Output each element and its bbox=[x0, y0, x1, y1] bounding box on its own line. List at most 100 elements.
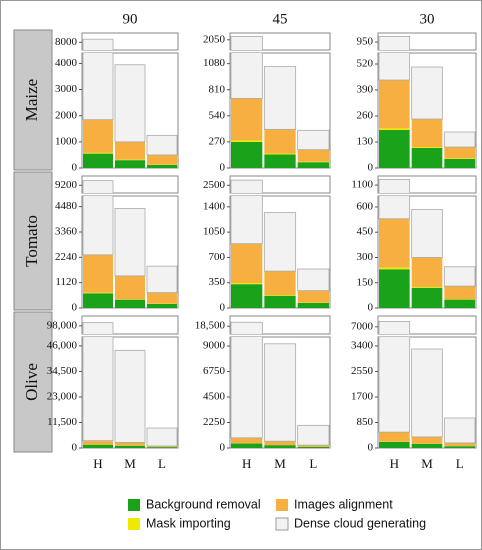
bar-segment bbox=[146, 134, 178, 156]
y-tick-label: 23,000 bbox=[47, 390, 78, 402]
bar-segment bbox=[231, 243, 263, 284]
y-tick-label: 270 bbox=[209, 135, 226, 147]
y-tick-label: 300 bbox=[357, 251, 374, 263]
bar-segment bbox=[379, 130, 410, 168]
bar-segment bbox=[411, 209, 443, 258]
bar-segment bbox=[297, 162, 329, 168]
bars bbox=[378, 53, 476, 168]
y-tick-label: 4500 bbox=[203, 391, 226, 403]
bar-segment bbox=[297, 290, 329, 303]
y-tick-label: 520 bbox=[357, 58, 374, 70]
bar-segment bbox=[443, 131, 476, 148]
bar-segment bbox=[264, 154, 296, 168]
y-tick-label: 2050 bbox=[203, 33, 226, 45]
bar-segment bbox=[231, 443, 263, 448]
bar-segment bbox=[146, 265, 178, 294]
bar-segment bbox=[230, 196, 263, 245]
y-tick-label: 1400 bbox=[203, 200, 226, 212]
bar-segment bbox=[115, 159, 145, 161]
bar-segment bbox=[411, 287, 443, 308]
y-tick-label: 260 bbox=[357, 110, 374, 122]
bar-segment bbox=[147, 303, 177, 308]
bar-segment bbox=[264, 153, 296, 155]
bar-segment bbox=[379, 128, 410, 130]
bar-segment bbox=[115, 141, 145, 160]
y-tick-label: 98,000 bbox=[47, 319, 78, 331]
bar-segment bbox=[379, 442, 410, 448]
bar-segment bbox=[230, 321, 263, 334]
y-tick-label: 9200 bbox=[55, 179, 78, 191]
bar-segment bbox=[264, 294, 296, 296]
column-header: 90 bbox=[123, 11, 138, 27]
bar-segment bbox=[146, 427, 178, 447]
bar-segment bbox=[412, 450, 443, 453]
x-tick-label: M bbox=[124, 456, 136, 471]
bar-segment bbox=[411, 443, 443, 448]
bar-segment bbox=[297, 129, 330, 151]
bar-segment bbox=[297, 445, 329, 447]
bar-segment bbox=[411, 348, 443, 438]
row-strip bbox=[13, 29, 53, 171]
bar-segment bbox=[443, 266, 476, 287]
legend-swatch bbox=[128, 499, 140, 511]
y-tick-label: 8000 bbox=[55, 36, 78, 48]
bar-segment bbox=[82, 180, 114, 193]
bar-segment bbox=[83, 481, 113, 484]
x-tick-label: L bbox=[309, 456, 317, 471]
y-tick-label: 0 bbox=[368, 442, 374, 454]
y-tick-label: 3000 bbox=[55, 83, 78, 95]
row-label: Olive bbox=[22, 363, 41, 401]
bar-segment bbox=[379, 269, 410, 308]
y-tick-label: 600 bbox=[357, 200, 374, 212]
y-tick-label: 0 bbox=[72, 442, 78, 454]
x-tick-label: M bbox=[421, 456, 433, 471]
column-header: 45 bbox=[273, 11, 288, 27]
bar-segment bbox=[444, 286, 475, 300]
bar-segment bbox=[82, 38, 114, 50]
bar-segment bbox=[444, 450, 475, 452]
y-tick-label: 0 bbox=[72, 162, 78, 174]
bar-segment bbox=[82, 53, 114, 121]
legend-swatch bbox=[276, 499, 288, 511]
y-tick-label: 4000 bbox=[55, 57, 78, 69]
row-strip bbox=[13, 171, 53, 311]
y-tick-label: 1080 bbox=[203, 57, 226, 69]
bar-segment bbox=[378, 320, 411, 334]
bar-segment bbox=[411, 436, 443, 444]
bar-segment bbox=[230, 53, 263, 99]
bar-segment bbox=[443, 417, 476, 444]
bar-segment bbox=[230, 36, 263, 50]
bar-segment bbox=[115, 445, 145, 448]
bar-segment bbox=[231, 437, 263, 444]
bar-segment bbox=[83, 119, 113, 153]
y-tick-label: 850 bbox=[357, 416, 374, 428]
y-tick-label: 3400 bbox=[351, 340, 374, 352]
y-tick-label: 9000 bbox=[203, 340, 226, 352]
bar-segment bbox=[297, 424, 330, 446]
y-tick-label: 810 bbox=[209, 83, 226, 95]
bar-segment bbox=[297, 149, 329, 162]
y-tick-label: 450 bbox=[357, 226, 374, 238]
row-label: Tomato bbox=[22, 215, 41, 267]
y-tick-label: 11,500 bbox=[47, 416, 77, 428]
y-tick-label: 130 bbox=[357, 136, 374, 148]
y-tick-label: 0 bbox=[220, 302, 226, 314]
bar-segment bbox=[263, 66, 297, 130]
bar-segment bbox=[379, 80, 410, 129]
bars bbox=[230, 321, 263, 334]
bars bbox=[230, 337, 330, 448]
y-tick-label: 2240 bbox=[55, 251, 78, 263]
bars bbox=[378, 196, 476, 308]
bars bbox=[82, 196, 178, 308]
bar-segment bbox=[231, 98, 263, 141]
bar-segment bbox=[264, 445, 296, 448]
bars bbox=[230, 196, 330, 308]
x-tick-label: L bbox=[158, 456, 166, 471]
bar-segment bbox=[147, 446, 177, 448]
bar-segment bbox=[147, 164, 177, 168]
y-tick-label: 0 bbox=[72, 302, 78, 314]
legend-label: Images alignment bbox=[294, 497, 393, 511]
bar-segment bbox=[83, 292, 113, 294]
bar-segment bbox=[444, 446, 475, 448]
x-tick-label: H bbox=[390, 456, 399, 471]
